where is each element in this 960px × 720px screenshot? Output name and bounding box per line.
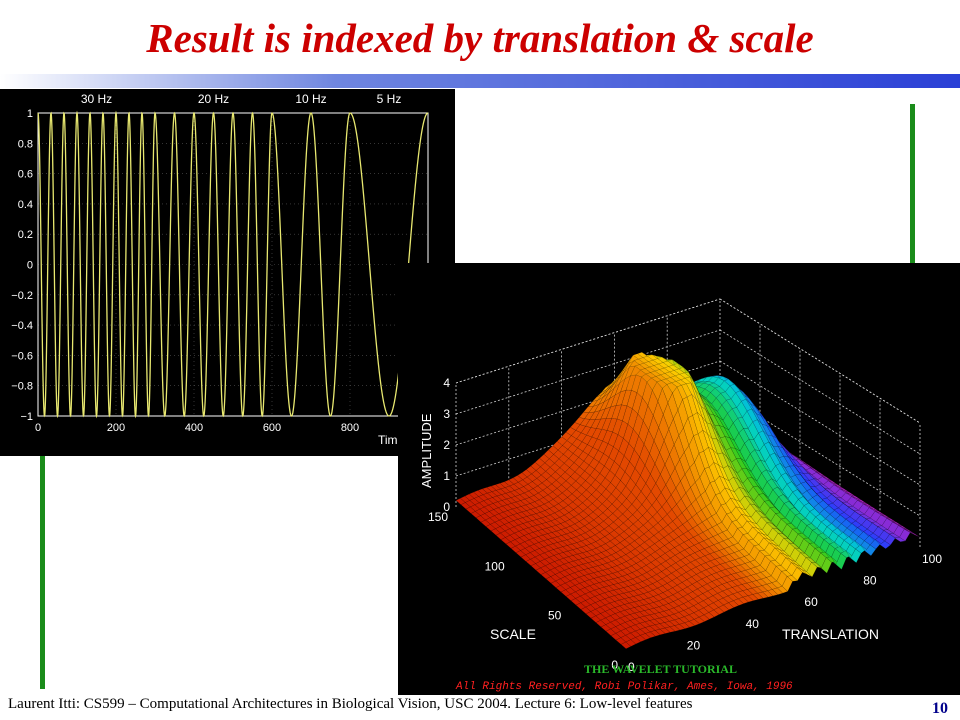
scale-tick-label: 100 (485, 559, 505, 573)
wavelet-tutorial-label: THE WAVELET TUTORIAL (584, 662, 737, 676)
title-rule (0, 74, 960, 88)
translation-axis-label: TRANSLATION (782, 626, 879, 642)
sine-y-tick-label: −0.2 (11, 290, 33, 302)
sine-chart: 1 0.8 0.6 0.4 0.2 0 −0.2 −0.4 −0.6 −0.8 −1 0 200 400… (11, 92, 429, 447)
footer-text: Laurent Itti: CS599 – Computational Arch… (8, 696, 693, 712)
translation-tick-label: 20 (687, 638, 701, 652)
translation-tick-label: 40 (746, 617, 760, 631)
scale-tick-label: 150 (428, 510, 448, 524)
scale-tick-label: 50 (548, 609, 562, 623)
amplitude-axis-label: AMPLITUDE (419, 413, 434, 488)
sine-y-tick-label: −0.4 (11, 320, 33, 332)
surface-patch (909, 531, 921, 538)
sine-frequency-label: 10 Hz (295, 92, 326, 106)
sine-x-tick-label: 0 (35, 422, 41, 434)
sine-frequency-label: 20 Hz (198, 92, 229, 106)
surface-box-line (719, 391, 921, 517)
sine-y-tick-label: −1 (20, 411, 33, 423)
sine-y-tick-label: 0.2 (18, 229, 33, 241)
surface-box-line (719, 329, 921, 455)
surface-box-line (719, 298, 921, 424)
sine-x-tick-label: 400 (185, 422, 203, 434)
sine-y-tick-label: 0.6 (18, 169, 33, 181)
copyright-label: All Rights Reserved, Robi Polikar, Ames,… (455, 681, 793, 693)
sine-y-tick-label: −0.6 (11, 350, 33, 362)
surface-chart: 0 1 2 3 4 0 50 100 150 0 20 40 60 80 100 AMPLITUDE S… (419, 298, 942, 693)
sine-frequency-label: 30 Hz (81, 92, 112, 106)
translation-tick-label: 80 (863, 574, 877, 588)
sine-x-tick-label: 800 (341, 422, 359, 434)
translation-tick-label: 0 (628, 660, 635, 674)
sine-y-tick-label: 0 (27, 260, 33, 272)
amplitude-tick-label: 4 (443, 376, 450, 390)
green-vertical-line-left (40, 455, 45, 689)
sine-frequency-label: 5 Hz (377, 92, 402, 106)
sine-y-tick-label: 0.8 (18, 138, 33, 150)
amplitude-tick-label: 2 (443, 438, 450, 452)
x-axis-label: Tim (378, 433, 398, 447)
sine-y-tick-label: −0.8 (11, 381, 33, 393)
translation-tick-label: 60 (804, 595, 818, 609)
amplitude-tick-label: 1 (443, 469, 450, 483)
amplitude-tick-label: 0 (443, 500, 450, 514)
scale-tick-label: 0 (611, 658, 618, 672)
surface-chart-panel: 0 1 2 3 4 0 50 100 150 0 20 40 60 80 100 AMPLITUDE S… (398, 263, 960, 695)
sine-y-tick-label: 1 (27, 108, 33, 120)
translation-tick-label: 100 (922, 552, 942, 566)
green-vertical-line-right (910, 104, 915, 264)
sine-x-tick-label: 200 (107, 422, 125, 434)
sine-chart-panel: 1 0.8 0.6 0.4 0.2 0 −0.2 −0.4 −0.6 −0.8 −1 0 200 400… (0, 89, 455, 456)
surface-box-line (719, 360, 921, 486)
page-number: 10 (932, 700, 948, 717)
scale-axis-label: SCALE (490, 626, 536, 642)
sine-x-tick-label: 600 (263, 422, 281, 434)
slide-title: Result is indexed by translation & scale (146, 15, 814, 61)
sine-wave-line (37, 110, 429, 419)
sine-y-tick-label: 0.4 (18, 199, 33, 211)
amplitude-tick-label: 3 (443, 407, 450, 421)
